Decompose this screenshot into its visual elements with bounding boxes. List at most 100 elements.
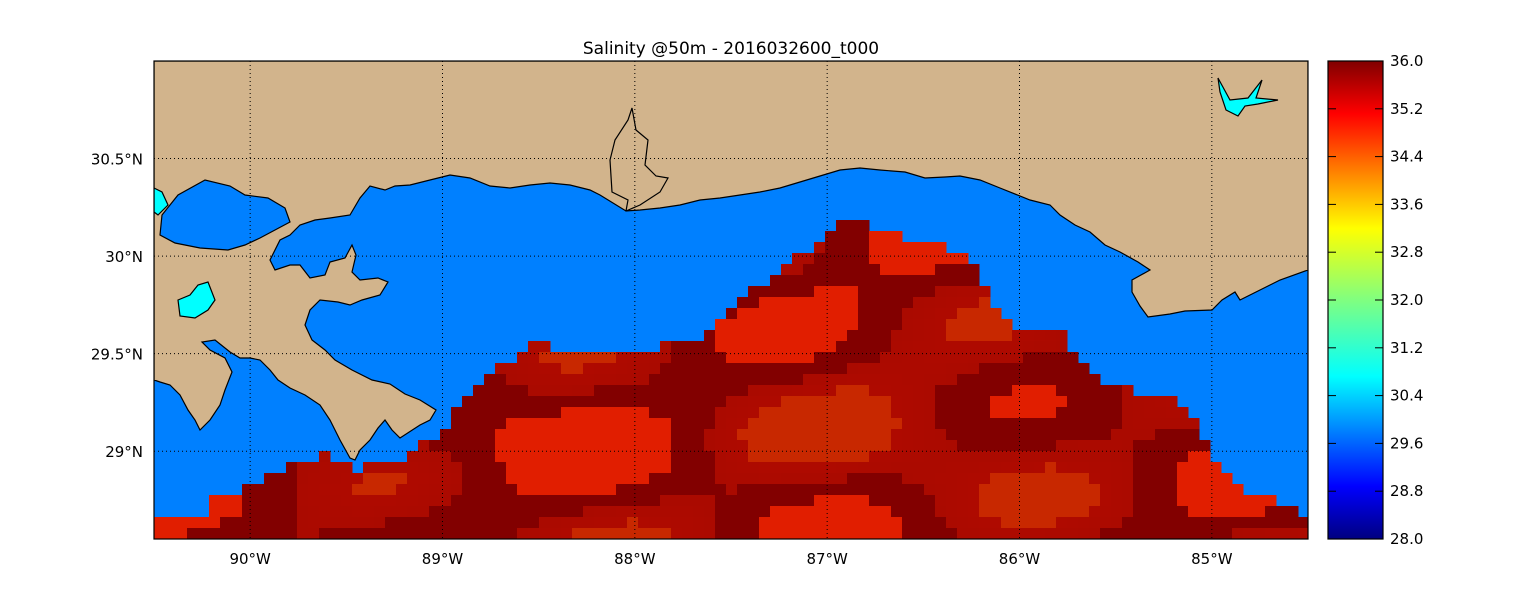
salinity-cell bbox=[1155, 495, 1167, 507]
salinity-cell bbox=[880, 363, 892, 375]
salinity-cell bbox=[957, 374, 969, 386]
colorbar-tick-label: 28.8 bbox=[1390, 482, 1423, 500]
salinity-cell bbox=[836, 429, 848, 441]
salinity-cell bbox=[792, 363, 804, 375]
salinity-cell bbox=[1001, 374, 1013, 386]
salinity-cell bbox=[616, 451, 628, 463]
salinity-cell bbox=[715, 528, 727, 539]
salinity-cell bbox=[627, 396, 639, 408]
salinity-cell bbox=[979, 385, 991, 397]
salinity-cell bbox=[946, 473, 958, 485]
salinity-cell bbox=[1045, 484, 1057, 496]
salinity-cell bbox=[1012, 429, 1024, 441]
salinity-cell bbox=[1056, 429, 1068, 441]
salinity-cell bbox=[1210, 473, 1222, 485]
salinity-cell bbox=[220, 506, 232, 518]
salinity-cell bbox=[660, 429, 672, 441]
salinity-cell bbox=[1034, 495, 1046, 507]
salinity-cell bbox=[319, 451, 331, 463]
salinity-cell bbox=[891, 308, 903, 320]
salinity-cell bbox=[1078, 517, 1090, 529]
salinity-cell bbox=[352, 528, 364, 539]
salinity-cell bbox=[726, 363, 738, 375]
salinity-cell bbox=[473, 418, 485, 430]
salinity-cell bbox=[869, 473, 881, 485]
salinity-cell bbox=[770, 451, 782, 463]
salinity-cell bbox=[825, 396, 837, 408]
salinity-cell bbox=[968, 352, 980, 364]
salinity-cell bbox=[1023, 473, 1035, 485]
salinity-cell bbox=[902, 319, 914, 331]
salinity-cell bbox=[902, 363, 914, 375]
salinity-cell bbox=[1078, 495, 1090, 507]
salinity-cell bbox=[330, 484, 342, 496]
salinity-cell bbox=[1012, 495, 1024, 507]
salinity-cell bbox=[968, 396, 980, 408]
salinity-cell bbox=[957, 275, 969, 287]
salinity-cell bbox=[1089, 385, 1101, 397]
salinity-cell bbox=[946, 396, 958, 408]
salinity-cell bbox=[869, 374, 881, 386]
salinity-cell bbox=[1023, 363, 1035, 375]
salinity-cell bbox=[814, 462, 826, 474]
salinity-cell bbox=[1265, 517, 1277, 529]
salinity-cell bbox=[847, 363, 859, 375]
salinity-cell bbox=[704, 484, 716, 496]
salinity-cell bbox=[264, 473, 276, 485]
salinity-cell bbox=[1166, 506, 1178, 518]
salinity-cell bbox=[957, 506, 969, 518]
salinity-cell bbox=[1078, 374, 1090, 386]
salinity-cell bbox=[781, 330, 793, 342]
salinity-cell bbox=[352, 506, 364, 518]
salinity-cell bbox=[935, 451, 947, 463]
salinity-cell bbox=[814, 363, 826, 375]
salinity-cell bbox=[814, 319, 826, 331]
salinity-cell bbox=[517, 495, 529, 507]
salinity-cell bbox=[363, 495, 375, 507]
salinity-cell bbox=[1188, 462, 1200, 474]
salinity-cell bbox=[759, 407, 771, 419]
salinity-cell bbox=[572, 528, 584, 539]
salinity-cell bbox=[770, 495, 782, 507]
salinity-cell bbox=[671, 484, 683, 496]
salinity-cell bbox=[1056, 495, 1068, 507]
salinity-cell bbox=[616, 352, 628, 364]
salinity-cell bbox=[737, 495, 749, 507]
salinity-cell bbox=[1023, 451, 1035, 463]
salinity-cell bbox=[946, 495, 958, 507]
salinity-cell bbox=[1023, 341, 1035, 353]
salinity-cell bbox=[1133, 506, 1145, 518]
salinity-cell bbox=[528, 528, 540, 539]
salinity-cell bbox=[891, 528, 903, 539]
salinity-cell bbox=[803, 517, 815, 529]
salinity-cell bbox=[781, 374, 793, 386]
salinity-cell bbox=[968, 319, 980, 331]
salinity-cell bbox=[1144, 506, 1156, 518]
salinity-cell bbox=[814, 517, 826, 529]
salinity-cell bbox=[550, 407, 562, 419]
salinity-cell bbox=[1078, 484, 1090, 496]
salinity-cell bbox=[770, 308, 782, 320]
salinity-cell bbox=[957, 297, 969, 309]
salinity-cell bbox=[792, 451, 804, 463]
salinity-cell bbox=[616, 385, 628, 397]
salinity-cell bbox=[869, 506, 881, 518]
salinity-cell bbox=[572, 407, 584, 419]
salinity-cell bbox=[1034, 473, 1046, 485]
salinity-cell bbox=[902, 473, 914, 485]
salinity-cell bbox=[1111, 407, 1123, 419]
salinity-cell bbox=[825, 451, 837, 463]
salinity-cell bbox=[1133, 407, 1145, 419]
salinity-cell bbox=[803, 253, 815, 265]
salinity-cell bbox=[693, 363, 705, 375]
salinity-cell bbox=[715, 330, 727, 342]
salinity-cell bbox=[561, 352, 573, 364]
salinity-cell bbox=[1100, 517, 1112, 529]
salinity-cell bbox=[550, 418, 562, 430]
salinity-cell bbox=[803, 528, 815, 539]
salinity-cell bbox=[715, 385, 727, 397]
salinity-cell bbox=[649, 396, 661, 408]
salinity-cell bbox=[847, 374, 859, 386]
salinity-cell bbox=[1078, 407, 1090, 419]
salinity-cell bbox=[737, 462, 749, 474]
